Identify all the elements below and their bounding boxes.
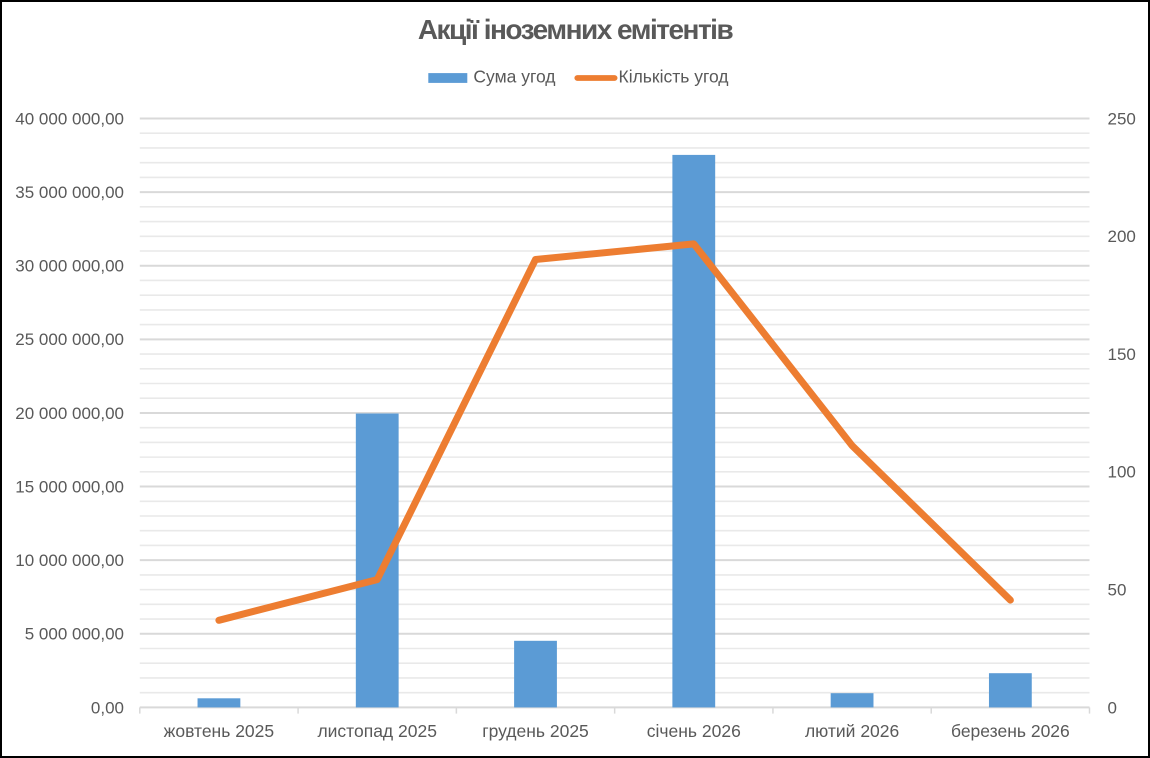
svg-text:Кількість угод: Кількість угод [619, 67, 729, 87]
svg-text:250: 250 [1108, 109, 1136, 128]
svg-text:25 000 000,00: 25 000 000,00 [15, 330, 124, 349]
svg-text:0,00: 0,00 [91, 698, 124, 717]
svg-text:20 000 000,00: 20 000 000,00 [15, 404, 124, 423]
svg-text:200: 200 [1108, 227, 1136, 246]
svg-text:35 000 000,00: 35 000 000,00 [15, 183, 124, 202]
svg-text:150: 150 [1108, 345, 1136, 364]
svg-text:40 000 000,00: 40 000 000,00 [15, 109, 124, 128]
svg-text:Сума угод: Сума угод [473, 67, 555, 87]
svg-text:грудень 2025: грудень 2025 [482, 721, 589, 741]
svg-text:жовтень 2025: жовтень 2025 [164, 721, 274, 741]
svg-text:100: 100 [1108, 463, 1136, 482]
svg-text:30 000 000,00: 30 000 000,00 [15, 257, 124, 276]
svg-text:0: 0 [1108, 698, 1117, 717]
svg-text:5 000 000,00: 5 000 000,00 [25, 625, 124, 644]
svg-text:січень 2026: січень 2026 [647, 721, 741, 741]
svg-text:50: 50 [1108, 581, 1127, 600]
svg-text:листопад 2025: листопад 2025 [317, 721, 437, 741]
svg-text:березень 2026: березень 2026 [951, 721, 1070, 741]
svg-text:15 000 000,00: 15 000 000,00 [15, 477, 124, 496]
svg-text:Акції іноземних емітентів: Акції іноземних емітентів [418, 14, 734, 45]
svg-text:лютий 2026: лютий 2026 [805, 721, 899, 741]
svg-text:10 000 000,00: 10 000 000,00 [15, 551, 124, 570]
